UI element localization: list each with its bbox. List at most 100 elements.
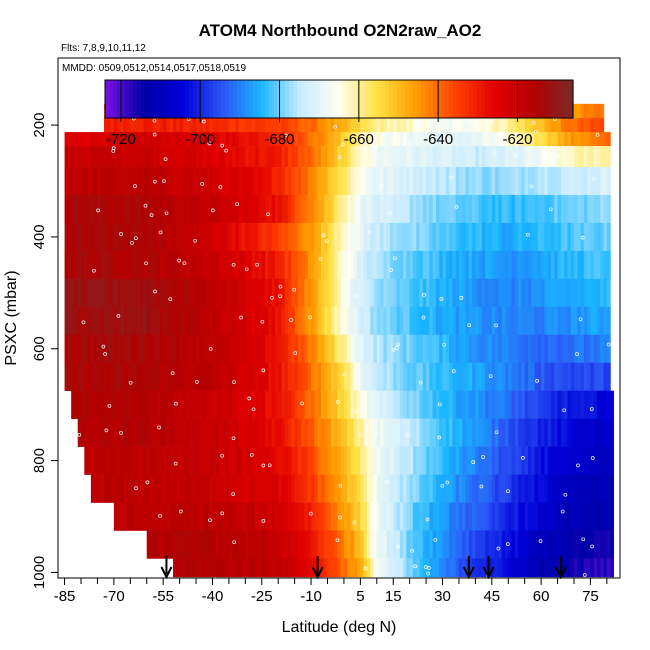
heat-cell bbox=[330, 334, 335, 364]
heat-cell bbox=[416, 558, 421, 578]
heat-cell bbox=[330, 132, 335, 147]
heat-cell bbox=[251, 446, 256, 475]
heat-cell bbox=[511, 250, 516, 280]
heat-cell bbox=[127, 250, 131, 280]
x-tick-label: 60 bbox=[533, 588, 550, 605]
heat-cell bbox=[169, 146, 174, 168]
heat-cell bbox=[71, 132, 76, 147]
heat-cell bbox=[429, 278, 434, 308]
heat-cell bbox=[610, 474, 615, 503]
heat-cell bbox=[432, 167, 437, 196]
heat-cell bbox=[491, 502, 496, 531]
heat-cell bbox=[472, 530, 476, 559]
heat-cell bbox=[337, 558, 342, 578]
heat-cell bbox=[192, 362, 197, 391]
heat-cell bbox=[501, 306, 506, 336]
heat-cell bbox=[330, 502, 335, 531]
heat-cell bbox=[77, 306, 82, 336]
heat-cell bbox=[550, 222, 555, 252]
heat-cell bbox=[366, 446, 371, 475]
heat-cell bbox=[232, 334, 237, 364]
heat-cell bbox=[182, 418, 187, 447]
heat-cell bbox=[225, 250, 230, 280]
heat-cell bbox=[347, 194, 352, 224]
heat-cell bbox=[357, 146, 361, 168]
heat-cell bbox=[320, 334, 325, 364]
heat-cell bbox=[606, 306, 611, 336]
heat-cell bbox=[235, 306, 240, 336]
heat-cell bbox=[350, 334, 355, 364]
heat-cell bbox=[442, 502, 447, 531]
heat-cell bbox=[251, 558, 256, 578]
heat-cell bbox=[583, 222, 588, 252]
heat-cell bbox=[449, 362, 453, 391]
heat-cell bbox=[606, 167, 611, 196]
heat-cell bbox=[261, 474, 266, 503]
heat-cell bbox=[251, 474, 256, 503]
heat-cell bbox=[557, 194, 562, 224]
heat-cell bbox=[567, 278, 572, 308]
heat-cell bbox=[419, 118, 424, 133]
heat-cell bbox=[156, 132, 161, 147]
heat-cell bbox=[74, 362, 79, 391]
heat-cell bbox=[541, 446, 546, 475]
heat-cell bbox=[370, 222, 375, 252]
heat-cell bbox=[156, 362, 161, 391]
heat-cell bbox=[284, 194, 289, 224]
heat-cell bbox=[416, 278, 421, 308]
heat-cell bbox=[238, 362, 243, 391]
heat-cell bbox=[182, 278, 187, 308]
heat-cell bbox=[465, 334, 470, 364]
heat-cell bbox=[370, 362, 375, 391]
heat-cell bbox=[219, 250, 223, 280]
colorbar-cell bbox=[301, 80, 306, 118]
heat-cell bbox=[426, 362, 430, 391]
heat-cell bbox=[74, 167, 79, 196]
heat-cell bbox=[67, 334, 72, 364]
heat-cell bbox=[478, 474, 483, 503]
heat-cell bbox=[462, 222, 467, 252]
heat-cell bbox=[113, 418, 118, 447]
heat-cell bbox=[278, 446, 283, 475]
heat-cell bbox=[150, 146, 154, 168]
sample-point bbox=[563, 492, 568, 497]
heat-cell bbox=[268, 222, 273, 252]
heat-cell bbox=[127, 132, 131, 147]
heat-cell bbox=[521, 362, 526, 391]
heat-cell bbox=[442, 222, 447, 252]
heat-cell bbox=[606, 530, 611, 559]
heat-cell bbox=[429, 530, 434, 559]
heat-cell bbox=[518, 390, 523, 419]
heat-cell bbox=[603, 146, 608, 168]
heat-cell bbox=[583, 558, 588, 578]
colorbar-cell bbox=[281, 80, 286, 118]
heat-cell bbox=[396, 502, 401, 531]
heat-cell bbox=[596, 222, 601, 252]
heat-cell bbox=[360, 222, 365, 252]
heat-cell bbox=[518, 502, 523, 531]
sample-point bbox=[318, 256, 323, 261]
colorbar-cell bbox=[125, 80, 130, 118]
heat-cell bbox=[610, 390, 615, 419]
heat-cell bbox=[557, 306, 562, 336]
sample-point bbox=[440, 483, 445, 488]
heat-cell bbox=[593, 446, 598, 475]
heat-cell bbox=[527, 362, 532, 391]
heat-cell bbox=[564, 418, 569, 447]
heat-cell bbox=[255, 118, 260, 133]
heat-cell bbox=[169, 167, 174, 196]
heat-cell bbox=[212, 250, 217, 280]
heat-cell bbox=[491, 530, 496, 559]
heat-cell bbox=[176, 167, 181, 196]
colorbar: -720 -700 -680 -660 -640 -620 bbox=[104, 79, 574, 148]
heat-cell bbox=[74, 390, 79, 419]
heat-cell bbox=[360, 306, 365, 336]
heat-cell bbox=[140, 446, 145, 475]
heat-cell bbox=[366, 418, 371, 447]
heat-cell bbox=[449, 194, 453, 224]
heat-cell bbox=[261, 118, 266, 133]
heat-cell bbox=[386, 474, 391, 503]
heat-cell bbox=[468, 146, 473, 168]
heat-cell bbox=[426, 194, 430, 224]
heat-cell bbox=[504, 132, 509, 147]
